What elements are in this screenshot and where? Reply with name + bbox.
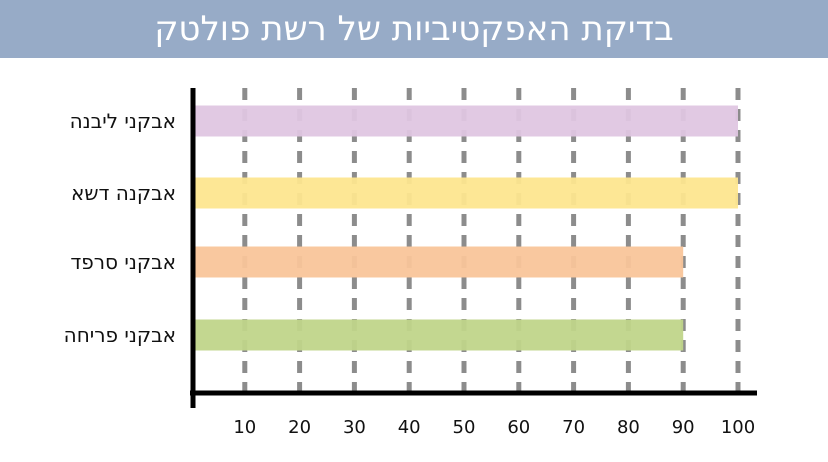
tick-label-50: 50 [453, 417, 476, 438]
tick-label-10: 10 [233, 417, 256, 438]
bar-1 [193, 105, 738, 137]
tick-label-100: 100 [721, 417, 755, 438]
title-bar: בדיקת האפקטיביות של רשת פולטק [0, 0, 828, 58]
bar-4 [193, 319, 684, 351]
category-label-3: אבקני סרפד [70, 250, 176, 274]
tick-label-70: 70 [562, 417, 585, 438]
tick-label-30: 30 [343, 417, 366, 438]
axes [190, 88, 757, 408]
category-label-4: אבקני פריחה [64, 323, 176, 347]
category-labels: אבקני ליבנה אבקנה דשא אבקני סרפד אבקני פריח… [64, 109, 176, 347]
bar-3 [193, 246, 684, 278]
tick-label-40: 40 [398, 417, 421, 438]
tick-label-80: 80 [617, 417, 640, 438]
category-label-1: אבקני ליבנה [70, 109, 176, 133]
tick-label-60: 60 [507, 417, 530, 438]
bars [193, 105, 738, 351]
category-label-2: אבקנה דשא [71, 181, 176, 205]
tick-labels: 10 20 30 40 50 60 70 80 90 100 [233, 417, 755, 438]
tick-label-90: 90 [672, 417, 695, 438]
chart-title: בדיקת האפקטיביות של רשת פולטק [154, 9, 674, 49]
bar-2 [193, 177, 738, 209]
tick-label-20: 20 [288, 417, 311, 438]
